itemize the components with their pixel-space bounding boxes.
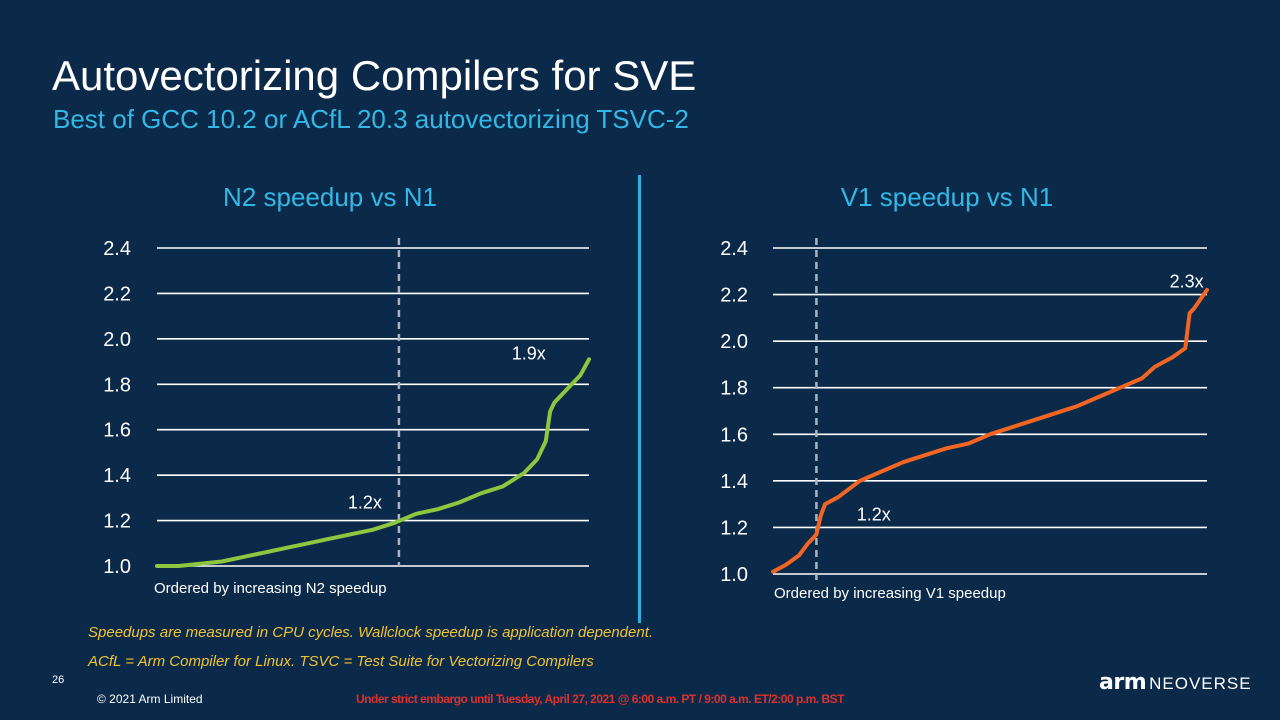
chart1-data-point bbox=[553, 401, 556, 404]
chart1-data-point bbox=[372, 529, 374, 531]
chart2-annotation: 2.3x bbox=[1170, 271, 1204, 291]
chart2-ytick-label: 1.8 bbox=[720, 378, 748, 400]
chart2-data-point bbox=[1076, 405, 1078, 407]
chart2-data-point bbox=[772, 571, 774, 573]
chart1-title: N2 speedup vs N1 bbox=[223, 182, 437, 212]
chart2-ytick-label: 2.0 bbox=[720, 331, 748, 353]
chart1-data-point bbox=[523, 472, 525, 474]
chart1-data-point bbox=[286, 547, 288, 549]
chart1-data-point bbox=[458, 501, 460, 503]
chart2-data-point bbox=[1097, 396, 1100, 398]
chart2-data-point bbox=[880, 470, 883, 473]
note-acfl: ACfL = Arm Compiler for Linux. TSVC = Te… bbox=[88, 653, 594, 670]
chart-divider bbox=[638, 175, 641, 623]
chart1-annotation: 1.9x bbox=[512, 344, 546, 364]
chart2-data-point bbox=[924, 454, 926, 456]
copyright: © 2021 Arm Limited bbox=[97, 692, 203, 706]
chart1-data-point bbox=[588, 358, 590, 360]
chart1-data-point bbox=[199, 563, 201, 565]
chart1-data-point bbox=[242, 556, 244, 558]
chart1-data-point bbox=[415, 513, 417, 515]
chart1-ytick-label: 2.0 bbox=[103, 329, 131, 351]
chart1-ytick-label: 1.0 bbox=[103, 556, 131, 578]
chart2-data-point bbox=[1189, 312, 1191, 314]
arm-neoverse-logo: arm NEOVERSE bbox=[1099, 670, 1252, 695]
chart1-data-point bbox=[394, 522, 396, 524]
chart2-title: V1 speedup vs N1 bbox=[841, 182, 1053, 212]
chart2-annotation: 1.2x bbox=[857, 504, 891, 524]
chart1-data-point bbox=[350, 533, 352, 535]
chart1-xlabel: Ordered by increasing N2 speedup bbox=[154, 580, 387, 597]
chart1-ytick-label: 1.8 bbox=[103, 374, 131, 396]
chart1-data-point bbox=[549, 410, 551, 413]
chart2-data-point bbox=[1206, 289, 1208, 291]
chart2-data-point bbox=[1011, 426, 1013, 428]
chart2-ytick-label: 1.6 bbox=[720, 424, 748, 446]
chart2-series-line bbox=[771, 287, 1209, 574]
chart1-ytick-label: 1.4 bbox=[103, 465, 131, 487]
embargo-notice: Under strict embargo until Tuesday, Apri… bbox=[356, 692, 844, 706]
chart2-ytick-label: 1.2 bbox=[720, 517, 748, 539]
chart2-data-point bbox=[859, 480, 861, 482]
chart1-ytick-label: 1.6 bbox=[103, 420, 131, 442]
chart1-data-point bbox=[480, 492, 482, 494]
chart1-data-point bbox=[437, 508, 439, 510]
chart1-data-point bbox=[545, 440, 547, 442]
chart1-ytick-label: 1.2 bbox=[103, 511, 131, 533]
chart1-data-point bbox=[156, 565, 158, 567]
chart2-data-point bbox=[837, 496, 839, 498]
neoverse-logo: NEOVERSE bbox=[1149, 674, 1252, 693]
chart2-data-point bbox=[807, 543, 809, 545]
chart2-data-point bbox=[1141, 377, 1143, 379]
chart2-data-point bbox=[967, 443, 969, 445]
chart2-data-point bbox=[811, 538, 813, 540]
chart2-data-point bbox=[1171, 356, 1173, 359]
slide-subtitle: Best of GCC 10.2 or ACfL 20.3 autovector… bbox=[53, 104, 689, 134]
chart2-ytick-label: 2.4 bbox=[720, 238, 748, 260]
arm-logo: arm bbox=[1099, 670, 1147, 695]
chart2-data-point bbox=[902, 461, 904, 463]
chart1-annotation: 1.2x bbox=[348, 493, 382, 513]
chart1-ytick-label: 2.4 bbox=[103, 238, 131, 260]
chart2-data-point bbox=[1032, 419, 1034, 421]
chart2-ytick-label: 2.2 bbox=[720, 285, 748, 307]
chart1-data-point bbox=[178, 565, 180, 567]
chart2-xlabel: Ordered by increasing V1 speedup bbox=[774, 585, 1006, 602]
chart2-ytick-label: 1.4 bbox=[720, 471, 748, 493]
chart2-data-point bbox=[1193, 307, 1195, 310]
chart1-series-line bbox=[155, 357, 591, 568]
chart2-data-point bbox=[989, 433, 991, 435]
chart1-data-point bbox=[536, 458, 538, 460]
chart1-data-point bbox=[264, 551, 266, 553]
chart1-data-point bbox=[329, 538, 331, 540]
chart2-data-point bbox=[815, 533, 818, 536]
chart1-ytick-label: 2.2 bbox=[103, 283, 131, 305]
chart2-ytick-label: 1.0 bbox=[720, 564, 748, 586]
chart1-data-point bbox=[566, 388, 569, 390]
chart2-data-point bbox=[1184, 347, 1186, 349]
chart2-data-point bbox=[946, 447, 948, 449]
chart2-data-point bbox=[1054, 412, 1056, 414]
chart1-data-point bbox=[579, 374, 581, 376]
chart1-data-point bbox=[221, 560, 223, 563]
chart2-data-point bbox=[785, 564, 787, 566]
chart2-data-point bbox=[798, 554, 800, 556]
chart2-data-point bbox=[1119, 387, 1121, 389]
chart2-data-point bbox=[820, 515, 822, 517]
chart1-data-point bbox=[307, 542, 309, 544]
page-number: 26 bbox=[52, 674, 65, 686]
chart2-data-point bbox=[824, 503, 826, 505]
slide-title: Autovectorizing Compilers for SVE bbox=[52, 52, 697, 99]
chart1-data-point bbox=[502, 485, 504, 488]
chart2-data-point bbox=[1154, 366, 1156, 368]
note-speedups: Speedups are measured in CPU cycles. Wal… bbox=[88, 624, 654, 641]
